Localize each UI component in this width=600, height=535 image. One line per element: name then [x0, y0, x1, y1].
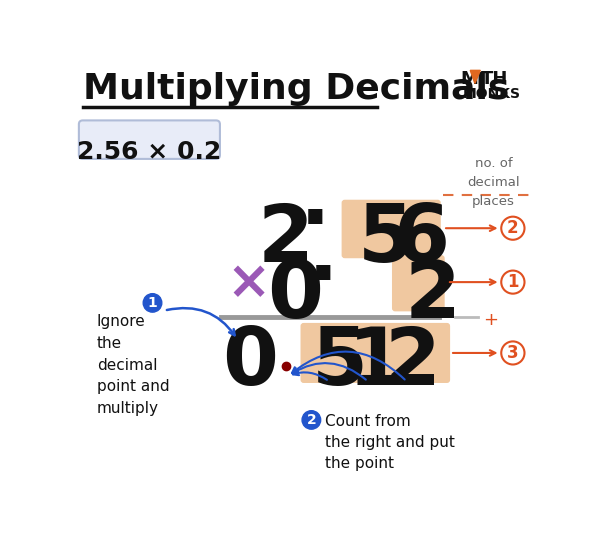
Text: 1: 1 [148, 296, 157, 310]
Text: 1: 1 [507, 273, 518, 291]
Text: 2.56 × 0.2: 2.56 × 0.2 [77, 140, 221, 164]
FancyBboxPatch shape [301, 323, 450, 383]
Text: MONKS: MONKS [463, 87, 521, 101]
Text: 2: 2 [507, 219, 518, 237]
Text: +: + [482, 311, 497, 328]
Text: Ignore
the
decimal
point and
multiply: Ignore the decimal point and multiply [97, 315, 169, 416]
Text: 2: 2 [307, 413, 316, 427]
Text: Count from
the right and put
the point: Count from the right and put the point [325, 414, 455, 471]
Text: 0: 0 [222, 324, 278, 402]
FancyBboxPatch shape [79, 120, 220, 159]
Text: 2: 2 [257, 201, 313, 279]
Polygon shape [470, 71, 481, 83]
Text: .: . [308, 219, 338, 297]
FancyBboxPatch shape [392, 255, 445, 311]
Text: M: M [460, 71, 478, 88]
Circle shape [143, 294, 162, 312]
Text: 0: 0 [267, 257, 323, 335]
Text: 1: 1 [348, 324, 404, 402]
Text: 2: 2 [385, 324, 441, 402]
Text: 5: 5 [358, 201, 414, 279]
Text: ×: × [226, 257, 271, 309]
Text: 3: 3 [507, 344, 518, 362]
Text: 5: 5 [311, 324, 367, 402]
Text: no. of
decimal
places: no. of decimal places [467, 157, 520, 208]
Text: TH: TH [481, 71, 508, 88]
Text: 2: 2 [404, 257, 460, 335]
Text: 6: 6 [394, 201, 451, 279]
Text: Multiplying Decimals: Multiplying Decimals [83, 72, 509, 106]
Text: .: . [300, 163, 331, 241]
FancyBboxPatch shape [341, 200, 441, 258]
Circle shape [302, 411, 320, 429]
